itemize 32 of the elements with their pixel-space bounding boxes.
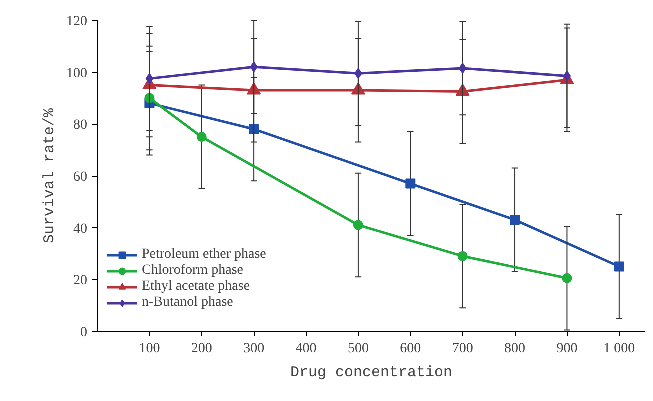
legend-label: n-Butanol phase [142,295,234,311]
x-tick-label: 800 [504,342,526,356]
y-tick-label: 0 [80,326,88,340]
x-tick-label: 300 [244,342,265,356]
point [458,251,468,262]
point [563,70,572,82]
x-tick-label: 200 [191,342,212,356]
legend-label: Petroleum ether phase [142,247,266,263]
y-tick-label: 40 [74,222,88,237]
y-tick-label: 60 [74,170,88,185]
point [146,73,154,84]
x-tick-label: 900 [556,342,578,356]
legend-label: Chloroform phase [142,263,244,279]
point [406,178,416,189]
legend-label: Ethyl acetate phase [142,279,250,295]
point [562,273,572,284]
x-axis-title: Drug concentration [290,364,453,382]
y-tick-label: 20 [74,274,88,289]
x-tick-label: 600 [400,342,422,356]
y-tick-label: 120 [66,14,88,30]
point [510,215,520,226]
y-axis-title: Survival rate/% [42,107,58,244]
y-tick-label: 80 [74,118,88,134]
point [353,220,364,230]
point [614,262,624,272]
x-tick-label: 1 000 [604,342,636,356]
x-tick-label: 400 [296,342,317,356]
y-tick-label: 100 [66,66,88,82]
x-tick-label: 500 [348,342,369,356]
point [196,132,207,142]
x-tick-label: 700 [452,342,474,356]
x-tick-label: 100 [139,342,160,356]
